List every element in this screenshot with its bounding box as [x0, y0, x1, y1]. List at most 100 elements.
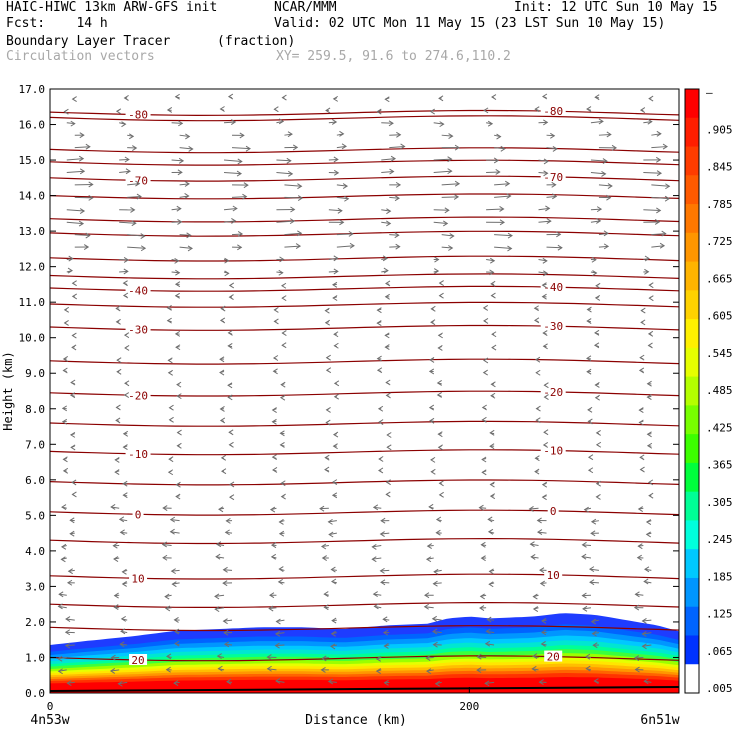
wind-vector-head	[595, 480, 601, 487]
wind-vector-head	[69, 392, 76, 399]
wind-vector-head	[532, 653, 538, 659]
wind-vector-head	[122, 292, 129, 299]
wind-vector-head	[324, 307, 330, 314]
wind-vector-head	[534, 106, 540, 113]
wind-vector	[441, 134, 453, 137]
plot-frame	[49, 88, 680, 694]
wind-vector-head	[661, 230, 667, 237]
wind-vector-head	[271, 454, 277, 461]
wind-vector	[433, 170, 452, 173]
wind-vector	[477, 656, 487, 658]
wind-vector-head	[168, 416, 174, 423]
wind-vector-head	[606, 194, 612, 201]
wind-vector-head	[380, 579, 386, 586]
wind-vector-head	[638, 367, 645, 374]
wind-vector-head	[633, 604, 640, 611]
wind-vector-head	[325, 107, 331, 114]
wind-vector-head	[435, 529, 441, 536]
wind-vector	[284, 232, 302, 236]
wind-vector-head	[113, 604, 119, 611]
wind-vector-head	[280, 480, 286, 487]
wind-vector-head	[496, 133, 502, 140]
contour-line	[50, 509, 679, 516]
wind-vector-head	[320, 667, 326, 673]
wind-vector-head	[114, 469, 120, 475]
wind-vector-head	[388, 120, 394, 127]
wind-vector-head	[400, 143, 406, 150]
wind-vector-head	[493, 157, 500, 164]
wind-vector-head	[320, 543, 327, 550]
wind-vector	[275, 644, 285, 647]
wind-vector-head	[376, 367, 383, 374]
wind-vector-head	[170, 568, 176, 575]
wind-vector-head	[178, 120, 184, 127]
wind-vector-head	[395, 181, 402, 188]
wind-vector-head	[339, 219, 345, 226]
wind-vector	[336, 196, 349, 200]
wind-vector-head	[539, 580, 546, 587]
wind-vector-head	[372, 591, 378, 597]
wind-vector-head	[115, 404, 121, 411]
wind-vector	[381, 122, 393, 124]
wind-vector-head	[215, 541, 222, 548]
wind-vector	[530, 543, 539, 547]
wind-vector-head	[444, 207, 450, 214]
wind-vector-head	[281, 342, 287, 349]
wind-vector-head	[63, 108, 69, 115]
wind-vector-head	[110, 654, 116, 661]
wind-vector	[171, 271, 180, 274]
colorbar-label: .425	[706, 421, 733, 434]
wind-vector-head	[443, 220, 449, 227]
contour-label: 0	[550, 505, 557, 518]
wind-vector-head	[646, 431, 652, 438]
wind-vector-head	[266, 654, 272, 661]
wind-vector	[432, 630, 442, 634]
wind-vector	[231, 233, 243, 236]
wind-vector-head	[480, 541, 486, 548]
wind-vector-head	[328, 531, 334, 538]
wind-vector	[276, 171, 293, 175]
wind-vector-head	[333, 169, 340, 176]
wind-vector-head	[121, 581, 127, 587]
wind-vector-head	[591, 256, 597, 263]
wind-vector-head	[589, 579, 595, 586]
wind-vector-head	[543, 382, 549, 389]
wind-vector-head	[280, 493, 286, 500]
wind-vector-head	[448, 133, 454, 140]
wind-vector	[276, 220, 295, 223]
wind-vector-head	[596, 206, 603, 213]
wind-vector-head	[438, 292, 444, 299]
wind-vector-head	[486, 616, 492, 623]
wind-vector	[651, 184, 670, 187]
wind-vector-head	[272, 467, 278, 473]
colorbar-swatch	[685, 491, 699, 521]
wind-vector-head	[348, 230, 354, 237]
contour-label-bg	[540, 320, 566, 332]
wind-vector-head	[434, 680, 441, 687]
contour-line	[50, 573, 679, 580]
wind-vector-head	[272, 368, 278, 375]
wind-vector-head	[167, 357, 173, 364]
wind-vector	[642, 644, 652, 647]
colorbar-swatch	[685, 520, 699, 550]
wind-vector-head	[66, 680, 72, 687]
wind-vector-head	[79, 132, 85, 139]
wind-vector	[119, 221, 136, 224]
wind-vector	[66, 209, 85, 212]
wind-vector-head	[641, 631, 647, 637]
wind-vector	[110, 669, 120, 672]
wind-vector-head	[428, 503, 434, 510]
wind-vector	[328, 158, 338, 161]
y-tick-label: 1.0	[25, 651, 45, 664]
colorbar-label: .725	[706, 235, 733, 248]
colorbar-label: .245	[706, 533, 733, 546]
x-left-endpoint-label: 4n53w	[30, 713, 69, 728]
wind-vector-head	[435, 516, 442, 523]
contour-label: 20	[547, 651, 560, 664]
wind-vector-head	[339, 130, 345, 137]
wind-vector-head	[333, 156, 339, 163]
y-tick-label: 5.0	[25, 509, 45, 522]
wind-vector	[74, 146, 90, 149]
wind-vector-head	[186, 232, 192, 239]
